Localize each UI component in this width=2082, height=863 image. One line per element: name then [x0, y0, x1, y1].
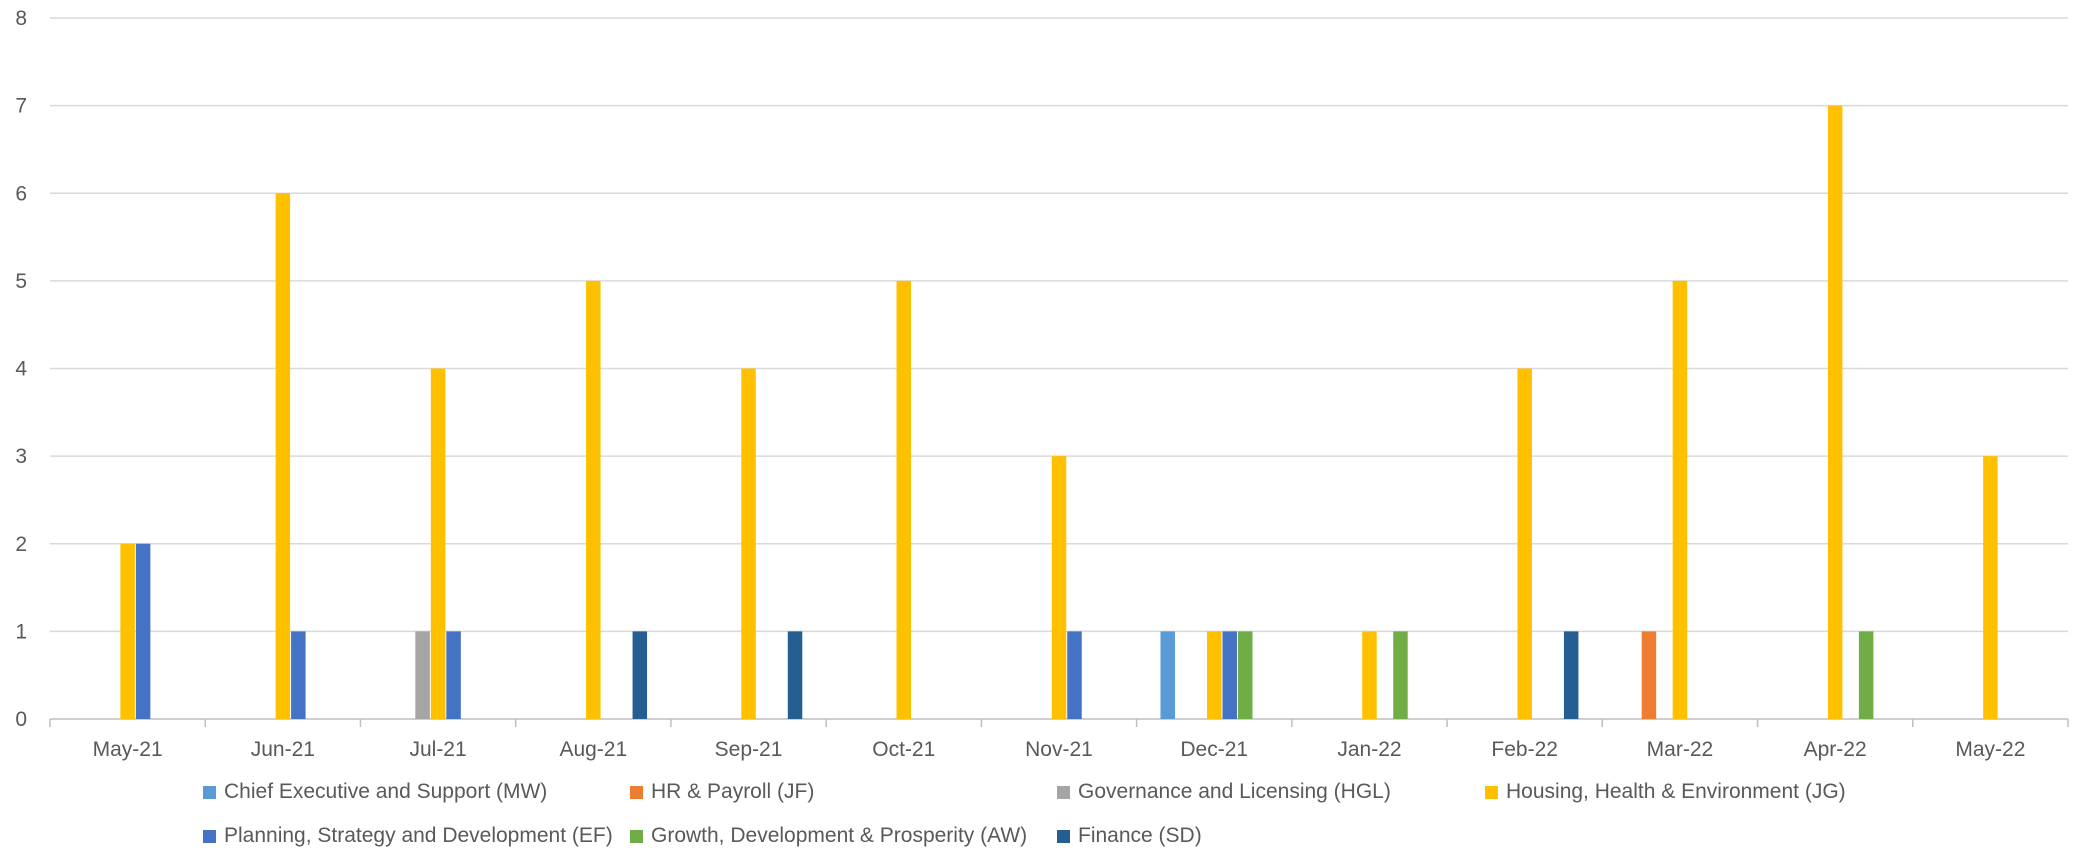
y-tick-label: 6: [15, 182, 27, 205]
legend-item: Finance (SD): [1057, 822, 1202, 850]
legend-label: Housing, Health & Environment (JG): [1506, 780, 1846, 803]
x-tick-label: Jul-21: [409, 738, 466, 761]
bar: [1983, 456, 1998, 719]
bar: [135, 543, 151, 719]
x-tick-label: Aug-21: [559, 738, 627, 761]
x-tick-label: Dec-21: [1180, 738, 1248, 761]
legend-swatch: [1057, 829, 1070, 843]
bar: [741, 368, 756, 719]
x-tick-label: May-22: [1955, 738, 2025, 761]
y-tick-label: 1: [15, 620, 27, 643]
bar: [291, 631, 306, 719]
bar: [787, 631, 803, 719]
bar: [1517, 368, 1532, 719]
bar: [1827, 105, 1843, 719]
legend-label: Governance and Licensing (HGL): [1078, 780, 1391, 803]
x-tick-label: Feb-22: [1491, 738, 1558, 761]
axes: 0 1 2 3 4 5 6 7 8 May-21 Jun-21 Jul-21 Aug-21 Sep-21 O…: [15, 7, 2069, 761]
y-tick-label: 0: [15, 708, 27, 731]
x-tick-label: Nov-21: [1025, 738, 1093, 761]
y-tick-label: 7: [15, 95, 27, 118]
legend-item: HR & Payroll (JF): [630, 778, 814, 806]
bar: [586, 280, 601, 719]
bar: [1393, 631, 1408, 719]
y-tick-label: 8: [15, 7, 27, 30]
bar: [1160, 631, 1175, 719]
bar: [1237, 631, 1253, 719]
bar: [1641, 631, 1657, 719]
bar: [430, 368, 446, 719]
x-tick-label: Jun-21: [251, 738, 315, 761]
bar: [1563, 631, 1579, 719]
bar: [632, 631, 648, 719]
legend-label: Chief Executive and Support (MW): [224, 780, 548, 803]
y-tick-label: 3: [15, 445, 27, 468]
legend: Chief Executive and Support (MW) HR & Pay…: [0, 778, 2082, 863]
legend-swatch: [630, 829, 643, 843]
bar: [1067, 631, 1082, 719]
bar: [446, 631, 461, 719]
bar: [1051, 456, 1067, 719]
x-tick-label: Jan-22: [1337, 738, 1401, 761]
bar: [415, 631, 430, 719]
gridlines: [50, 17, 2068, 720]
legend-swatch: [1485, 785, 1498, 799]
x-tick-label: May-21: [93, 738, 163, 761]
x-tick-label: Apr-22: [1804, 738, 1867, 761]
bar: [275, 193, 291, 719]
y-tick-label: 4: [15, 358, 27, 381]
bars: [120, 105, 1998, 719]
legend-label: HR & Payroll (JF): [651, 780, 815, 803]
legend-label: Growth, Development & Prosperity (AW): [651, 824, 1028, 847]
bar: [1222, 631, 1237, 719]
legend-label: Planning, Strategy and Development (EF): [224, 824, 613, 847]
y-tick-label: 2: [15, 533, 27, 556]
bar-chart: 0 1 2 3 4 5 6 7 8 May-21 Jun-21 Jul-21 Aug-21 Sep-21 O…: [15, 7, 2069, 761]
legend-label: Finance (SD): [1078, 824, 1202, 847]
legend-item: Chief Executive and Support (MW): [203, 778, 547, 806]
bar: [120, 543, 135, 719]
legend-swatch: [1057, 785, 1070, 799]
legend-swatch: [203, 785, 216, 799]
bar: [1858, 631, 1874, 719]
bar: [1362, 631, 1377, 719]
x-tick-label: Sep-21: [715, 738, 783, 761]
y-tick-label: 5: [15, 270, 27, 293]
legend-item: Planning, Strategy and Development (EF): [203, 822, 613, 850]
x-tick-label: Mar-22: [1647, 738, 1714, 761]
legend-swatch: [630, 785, 643, 799]
legend-item: Housing, Health & Environment (JG): [1485, 778, 1846, 806]
bar: [1672, 280, 1688, 719]
legend-item: Growth, Development & Prosperity (AW): [630, 822, 1027, 850]
bar: [1206, 631, 1222, 719]
bar: [896, 280, 912, 719]
legend-swatch: [203, 829, 216, 843]
x-tick-label: Oct-21: [872, 738, 935, 761]
legend-item: Governance and Licensing (HGL): [1057, 778, 1391, 806]
